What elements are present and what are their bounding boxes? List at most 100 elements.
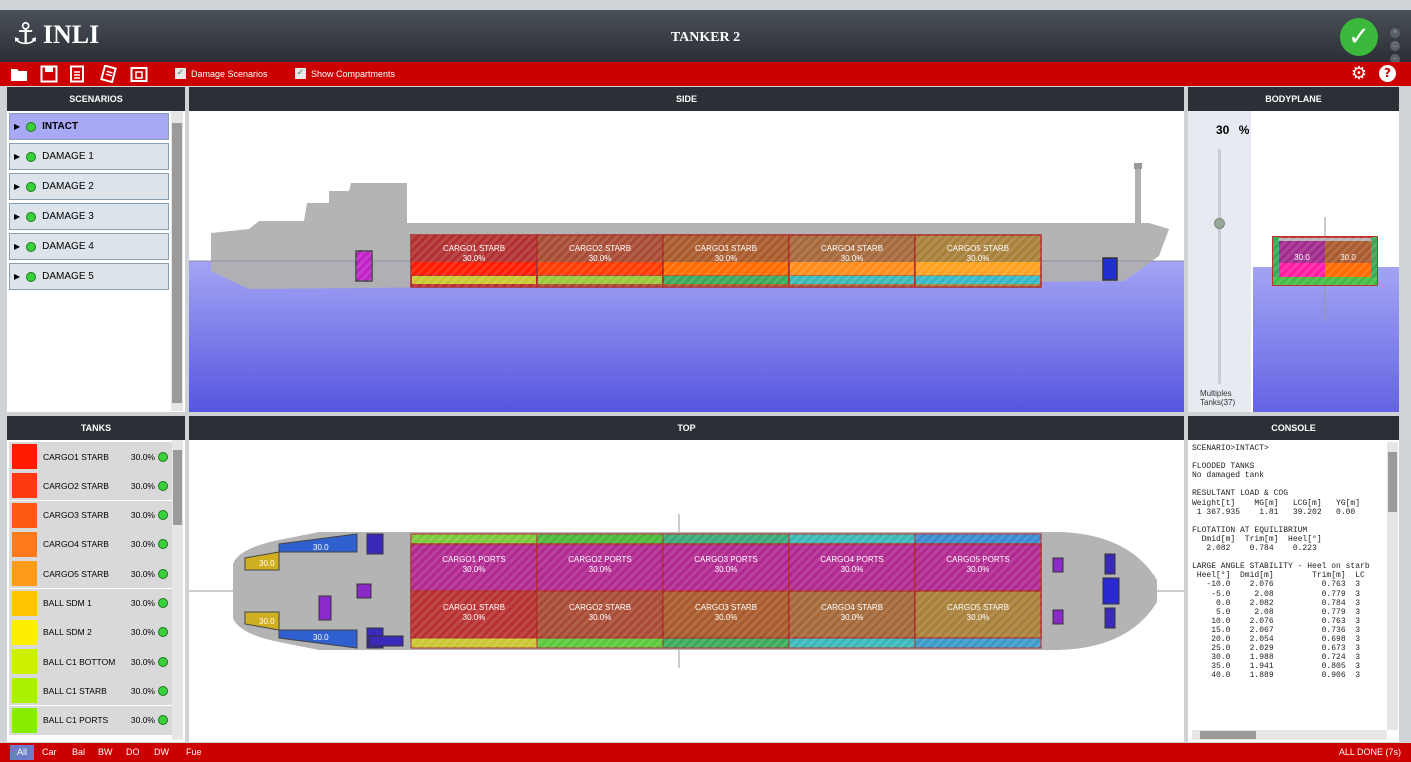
scrollbar-thumb[interactable] <box>1388 452 1397 512</box>
console-line: RESULTANT LOAD & COG <box>1192 489 1289 499</box>
scenario-label: INTACT <box>42 121 79 132</box>
filter-all[interactable]: All <box>10 745 34 760</box>
scenario-item[interactable]: ▶ DAMAGE 5 <box>9 263 169 290</box>
close-icon[interactable]: × <box>1390 28 1400 38</box>
scenario-item[interactable]: ▶ DAMAGE 3 <box>9 203 169 230</box>
scenario-item[interactable]: ▶ INTACT <box>9 113 169 140</box>
bow-tank[interactable] <box>1102 577 1120 605</box>
title-bar: ⚓ INLI TANKER 2 ✓ × □ – <box>0 10 1411 64</box>
small-tank[interactable] <box>368 635 404 647</box>
small-tank[interactable] <box>1052 609 1064 625</box>
aft-wing-port[interactable] <box>278 533 358 553</box>
filter-do[interactable]: DO <box>126 747 140 757</box>
tank-fill-value: 30.0% <box>130 598 155 608</box>
scrollbar-thumb[interactable] <box>172 123 182 403</box>
report-icon[interactable] <box>100 64 118 84</box>
scenario-label: DAMAGE 2 <box>42 181 94 192</box>
console-line: 0.0 2.082 0.784 3 <box>1192 598 1361 608</box>
scrollbar-thumb[interactable] <box>173 450 182 525</box>
expand-arrow-icon[interactable]: ▶ <box>14 122 21 131</box>
check-icon[interactable]: ✓ <box>1340 18 1378 56</box>
scenario-item[interactable]: ▶ DAMAGE 1 <box>9 143 169 170</box>
tank-row[interactable]: CARGO4 STARB 30.0% <box>9 529 172 559</box>
scrollbar-thumb[interactable] <box>1200 731 1256 739</box>
filter-bal[interactable]: Bal <box>72 747 86 757</box>
status-dot-icon <box>158 510 168 521</box>
scenario-scrollbar[interactable] <box>171 111 183 411</box>
small-tank[interactable] <box>356 583 372 599</box>
expand-arrow-icon[interactable]: ▶ <box>14 182 21 191</box>
filter-dw[interactable]: DW <box>154 747 169 757</box>
tank-row[interactable]: BALL C1 BOTTOM 30.0% <box>9 647 172 677</box>
top-starb-value: 30.0% <box>463 613 486 622</box>
status-dot-icon <box>26 151 37 162</box>
save-icon[interactable] <box>40 65 58 83</box>
status-text: ALL DONE (7s) <box>1338 747 1401 757</box>
show-compartments-checkbox[interactable]: ✓ Show Compartments <box>295 68 395 79</box>
expand-arrow-icon[interactable]: ▶ <box>14 242 21 251</box>
top-tank-hatch <box>663 534 789 648</box>
filter-fue[interactable]: Fue <box>186 747 202 757</box>
side-tank-value: 30.0% <box>715 254 738 263</box>
fill-slider-thumb[interactable] <box>1214 217 1225 229</box>
console-line: Heel[°] Dmid[m] Trim[m] LC <box>1192 571 1365 581</box>
tank-fill-value: 30.0% <box>130 539 155 550</box>
side-tank-label: CARGO5 STARB <box>947 244 1009 253</box>
console-line <box>1192 453 1388 462</box>
small-tank[interactable] <box>1104 553 1116 575</box>
gear-icon[interactable]: ⚙ <box>1350 63 1368 84</box>
aft-tank-hatch <box>356 251 372 281</box>
export-icon[interactable] <box>130 65 148 83</box>
help-icon[interactable]: ? <box>1379 65 1396 82</box>
fill-slider-track[interactable] <box>1218 149 1221 384</box>
tank-row[interactable]: BALL C1 PORTS 30.0% <box>9 705 172 735</box>
console-line: -5.0 2.08 0.779 3 <box>1192 589 1361 599</box>
folder-open-icon[interactable] <box>10 65 28 83</box>
filter-car[interactable]: Car <box>42 747 57 757</box>
status-dot-icon <box>158 451 168 462</box>
toolbar: ✓ Damage Scenarios ✓ Show Compartments ⚙… <box>0 62 1411 86</box>
aft-tank-port[interactable] <box>244 551 280 571</box>
tank-row[interactable]: CARGO2 STARB 30.0% <box>9 471 172 501</box>
bodyplane-canvas: 30.0 30.0 <box>1253 217 1399 412</box>
expand-arrow-icon[interactable]: ▶ <box>14 152 21 161</box>
fore-tank[interactable] <box>1102 257 1118 281</box>
tank-row[interactable]: BALL SDM 1 30.0% <box>9 588 172 618</box>
top-panel: TOP CARGO1 PORTS 30.0% CARGO1 STARB 30.0% CA… <box>189 416 1184 742</box>
scenario-item[interactable]: ▶ DAMAGE 2 <box>9 173 169 200</box>
aft-wing-starb[interactable] <box>278 629 358 649</box>
tank-scrollbar[interactable] <box>172 440 183 740</box>
top-starb-value: 30.0% <box>715 613 738 622</box>
top-port-label: CARGO3 PORTS <box>694 555 757 564</box>
console-line: Dmid[m] Trim[m] Heel[°] <box>1192 534 1322 544</box>
small-tank[interactable] <box>1052 557 1064 573</box>
small-tank[interactable] <box>318 595 332 621</box>
small-tank[interactable] <box>1104 607 1116 629</box>
tank-row[interactable]: BALL SDM 2 30.0% <box>9 617 172 647</box>
console-line <box>1192 517 1388 526</box>
console-hscroll[interactable] <box>1192 730 1387 740</box>
filter-bw[interactable]: BW <box>98 747 113 757</box>
document-icon[interactable] <box>68 65 86 83</box>
expand-arrow-icon[interactable]: ▶ <box>14 212 21 221</box>
expand-arrow-icon[interactable]: ▶ <box>14 272 21 281</box>
top-port-value: 30.0% <box>841 565 864 574</box>
checkbox-check-icon: ✓ <box>175 68 186 79</box>
damage-scenarios-checkbox[interactable]: ✓ Damage Scenarios <box>175 68 268 79</box>
small-tank[interactable] <box>366 533 384 555</box>
console-line <box>1192 480 1388 489</box>
tank-color-swatch <box>12 707 37 733</box>
tank-row[interactable]: CARGO5 STARB 30.0% <box>9 559 172 589</box>
tank-row[interactable]: BALL C1 STARB 30.0% <box>9 676 172 706</box>
damage-scenarios-label: Damage Scenarios <box>191 68 268 79</box>
scenario-label: DAMAGE 5 <box>42 271 94 282</box>
console-line: FLOODED TANKS <box>1192 462 1255 472</box>
console-line: 2.082 0.784 0.223 <box>1192 544 1317 554</box>
console-vscroll[interactable] <box>1387 442 1398 730</box>
maximize-icon[interactable]: □ <box>1390 41 1400 51</box>
scenario-item[interactable]: ▶ DAMAGE 4 <box>9 233 169 260</box>
tank-row[interactable]: CARGO3 STARB 30.0% <box>9 500 172 530</box>
console-output[interactable]: SCENARIO>INTACT> FLOODED TANKS No damaged … <box>1192 444 1388 728</box>
tank-row[interactable]: CARGO1 STARB 30.0% <box>9 442 172 471</box>
minimize-icon[interactable]: – <box>1390 54 1400 64</box>
